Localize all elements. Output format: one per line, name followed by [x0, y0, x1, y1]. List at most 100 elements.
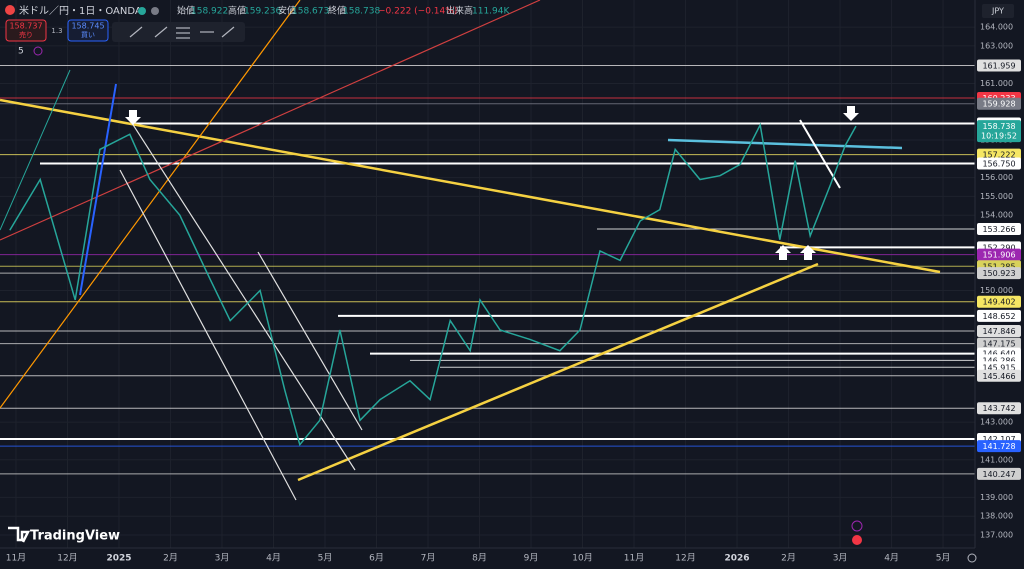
channel-line — [119, 169, 297, 501]
arrow-up — [775, 245, 791, 260]
x-tick-label: 3月 — [215, 553, 230, 564]
arrow-down — [125, 110, 141, 125]
level-tag — [977, 402, 1021, 415]
trend-line — [0, 0, 541, 241]
y-tick-label: 150.000 — [980, 286, 1013, 295]
indicator-count[interactable]: 5 — [18, 47, 24, 57]
level-tag — [977, 369, 1021, 382]
settings-icon[interactable] — [967, 553, 977, 563]
buy-button[interactable] — [67, 19, 109, 42]
drawings — [0, 0, 941, 501]
level-tag — [977, 440, 1021, 453]
x-tick-label: 11月 — [6, 553, 26, 564]
tool-icon[interactable] — [129, 26, 143, 38]
currency[interactable]: JPY — [991, 7, 1004, 16]
high: 159.236 — [244, 7, 281, 17]
level-label: 156.750 — [982, 159, 1015, 168]
x-tick-label: 11月 — [624, 553, 644, 564]
x-tick-label: 7月 — [421, 553, 436, 564]
close: 158.738 — [343, 7, 380, 17]
toolbar-icons[interactable] — [129, 26, 235, 39]
level-label: 151.906 — [982, 251, 1015, 260]
status-dot — [151, 7, 159, 15]
level-label: 147.846 — [982, 327, 1015, 336]
open: 158.922 — [191, 7, 228, 17]
tool-icon[interactable] — [154, 26, 168, 38]
y-tick-label: 164.000 — [980, 23, 1013, 32]
x-tick-label: 5月 — [318, 553, 333, 564]
buy-price[interactable]: 158.745 — [71, 22, 104, 31]
buy-label[interactable]: 買い — [81, 31, 95, 39]
level-label: 150.923 — [982, 269, 1015, 278]
level-tag — [977, 248, 1021, 261]
level-label: 142.107 — [982, 435, 1015, 444]
change: −0.222 (−0.14%) — [378, 7, 457, 17]
x-tick-label: 9月 — [524, 553, 539, 564]
x-tick-label: 5月 — [936, 553, 951, 564]
spread: 1.3 — [51, 27, 62, 35]
event-icon[interactable] — [852, 535, 862, 545]
level-tag — [977, 59, 1021, 72]
currency-button[interactable] — [982, 4, 1014, 18]
level-label: 147.175 — [982, 340, 1015, 349]
arrow-down — [843, 106, 859, 121]
x-tick-label: 4月 — [884, 553, 899, 564]
y-tick-label: 141.000 — [980, 455, 1013, 464]
arrows — [125, 106, 859, 260]
channel-line — [129, 119, 356, 471]
last-price-tag — [977, 120, 1021, 143]
last-price: 158.738 — [982, 122, 1015, 131]
close-label: 終値 — [328, 5, 346, 17]
x-tick-label: 4月 — [266, 553, 281, 564]
level-label: 143.742 — [982, 404, 1015, 413]
tool-icon[interactable] — [221, 26, 235, 38]
x-tick-label: 2月 — [781, 553, 796, 564]
high-label: 高値 — [228, 5, 246, 17]
symbol-icon — [5, 5, 15, 15]
y-tick-label: 138.000 — [980, 512, 1013, 521]
event-icon[interactable] — [851, 520, 863, 532]
level-label: 146.286 — [982, 356, 1015, 365]
trend-line — [79, 83, 117, 296]
y-tick-label: 137.000 — [980, 531, 1013, 540]
level-tag — [977, 267, 1021, 280]
level-label: 161.959 — [982, 61, 1015, 70]
trend-line — [0, 98, 941, 274]
level-label: 151.285 — [982, 262, 1015, 271]
sell-label[interactable]: 売り — [19, 30, 33, 39]
x-tick-label: 8月 — [472, 553, 487, 564]
axes: 11月 12月 2025 2月 3月 4月 5月 6月 7月 8月 9月 10月 11月 12月 2026 2… — [6, 23, 1021, 564]
x-tick-label: 12月 — [675, 553, 695, 564]
indicator-icon[interactable] — [33, 46, 43, 56]
low: 158.673 — [292, 7, 329, 17]
level-label: 141.728 — [982, 442, 1015, 451]
sell-button[interactable] — [5, 19, 47, 42]
level-label: 149.402 — [982, 298, 1015, 307]
time-axis — [0, 548, 1024, 569]
level-tag — [977, 309, 1021, 322]
trend-line — [0, 69, 71, 231]
level-tag — [977, 223, 1021, 236]
x-tick-label: 2025 — [106, 554, 131, 564]
x-tick-label: 10月 — [572, 553, 592, 564]
toolbar — [112, 22, 245, 42]
x-tick-label: 6月 — [369, 553, 384, 564]
brand-logo — [8, 526, 31, 543]
y-tick-label: 156.000 — [980, 173, 1013, 182]
level-label: 145.915 — [982, 363, 1015, 372]
x-tick-label: 12月 — [57, 553, 77, 564]
brand: TradingView — [30, 529, 120, 544]
y-tick-label: 154.000 — [980, 211, 1013, 220]
level-label: 145.466 — [982, 372, 1015, 381]
level-label: 146.640 — [982, 350, 1015, 359]
levels — [0, 64, 975, 475]
x-tick-label: 2026 — [725, 554, 750, 564]
price-line — [9, 122, 857, 447]
trend-line — [297, 262, 819, 482]
sell-price[interactable]: 158.737 — [9, 22, 42, 31]
level-label: 153.266 — [982, 225, 1015, 234]
channel-line — [257, 251, 363, 431]
level-label: 152.290 — [982, 243, 1015, 252]
y-tick-label: 163.000 — [980, 41, 1013, 50]
